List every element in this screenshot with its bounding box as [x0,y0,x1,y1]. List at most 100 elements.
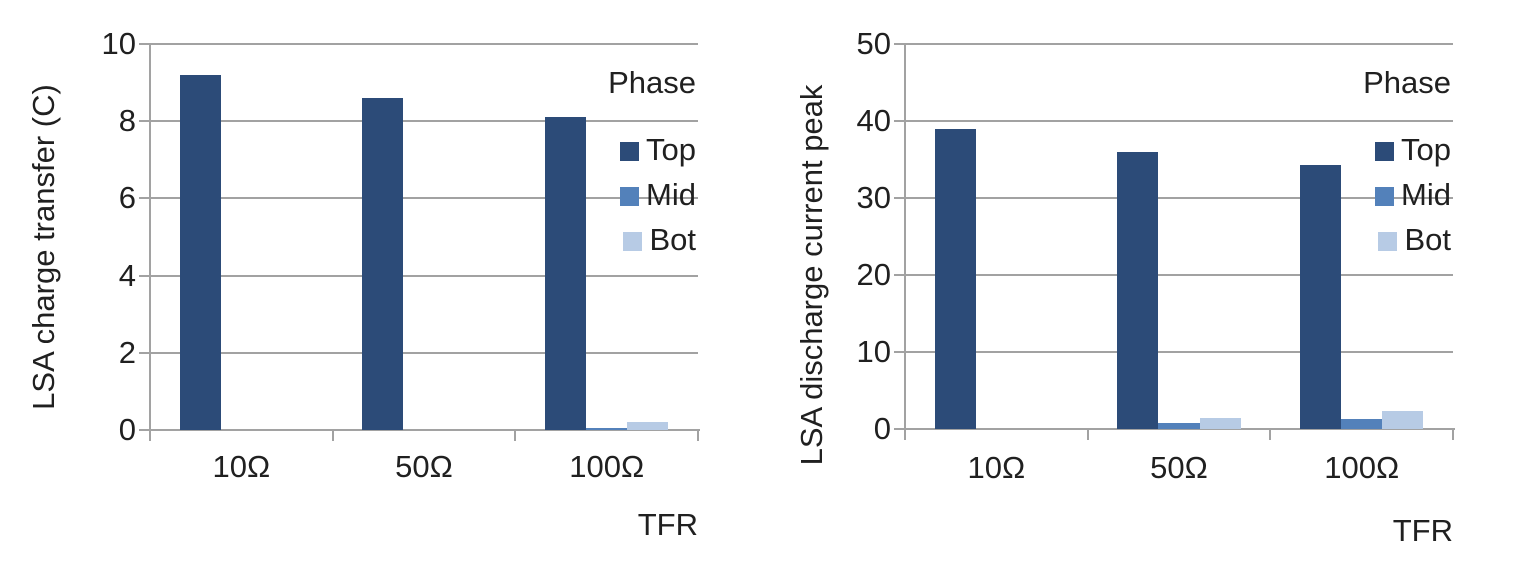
legend-swatch-top [620,141,640,161]
gridline-y-4 [150,275,698,277]
bar-bot-2 [627,422,669,430]
x-axis-line [149,429,700,431]
bar-mid-1 [1158,422,1200,429]
bar-top-2 [545,117,587,430]
legend-label-mid: Mid [646,177,696,212]
category-axis-labels: 10Ω 50Ω 100Ω [905,450,1453,486]
legend-swatch-top [1375,141,1395,161]
y-tick-mark-20 [894,274,905,276]
bar-bot-1 [1199,418,1241,429]
y-tick-label-50: 50 [856,26,891,61]
category-label-0: 10Ω [212,449,271,484]
x-tick-mark-1 [1086,429,1089,440]
y-tick-mark-2 [139,352,150,354]
y-tick-label-30: 30 [856,180,891,215]
category-axis-labels: 10Ω 50Ω 100Ω [150,449,698,485]
x-axis-label: TFR [637,507,698,542]
bar-top-0 [934,128,976,429]
y-tick-label-20: 20 [856,257,891,292]
gridline-y-50 [905,43,1453,45]
legend-label-top: Top [1401,132,1451,167]
y-tick-mark-10 [139,43,150,45]
bar-group-0 [150,44,333,430]
legend-title: Phase [608,65,696,100]
x-tick-mark-3 [1452,429,1454,440]
y-tick-mark-0 [894,428,905,430]
gridline-y-30 [905,197,1453,199]
gridline-y-6 [150,197,698,199]
bar-groups [905,44,1453,429]
bar-top-2 [1300,164,1342,429]
y-tick-label-0: 0 [873,411,891,446]
bar-mid-2 [1341,419,1383,429]
legend: Phase Top Mid Bot [1363,66,1451,257]
legend-swatch-bot [623,231,643,251]
plot-area: Phase Top Mid Bot [894,43,1455,440]
bar-group-2 [515,44,698,430]
bar-top-0 [179,74,221,430]
category-label-2: 100Ω [1324,450,1400,485]
bar-bot-2 [1382,411,1424,429]
gridline-y-2 [150,352,698,354]
y-tick-label-2: 2 [118,335,136,370]
x-axis-label: TFR [1392,513,1453,548]
legend-swatch-mid [620,186,640,206]
bar-mid-2 [586,428,628,430]
y-axis-line [904,44,906,429]
legend-title: Phase [1363,65,1451,100]
y-tick-mark-8 [139,120,150,122]
gridline-y-10 [905,351,1453,353]
y-axis-line [149,44,151,430]
legend-entry-bot: Bot [623,223,696,257]
category-label-2: 100Ω [569,449,645,484]
y-tick-mark-40 [894,120,905,122]
y-tick-label-4: 4 [118,258,136,293]
category-label-1: 50Ω [395,449,453,484]
bar-groups [150,44,698,430]
bar-group-1 [333,44,516,430]
x-tick-mark-1 [331,430,334,441]
x-tick-mark-0 [149,430,151,441]
gridline-y-20 [905,274,1453,276]
plot-area: Phase Top Mid Bot [139,43,700,441]
legend-swatch-bot [1378,231,1398,251]
legend: Phase Top Mid Bot [608,66,696,257]
x-tick-mark-2 [514,430,517,441]
legend-label-bot: Bot [649,222,696,257]
y-tick-mark-4 [139,275,150,277]
x-tick-mark-2 [1269,429,1272,440]
legend-entry-top: Top [1375,133,1451,167]
legend-label-bot: Bot [1404,222,1451,257]
y-tick-label-8: 8 [118,103,136,138]
gridline-y-8 [150,120,698,122]
legend-swatch-mid [1375,186,1395,206]
category-label-1: 50Ω [1150,450,1208,485]
y-tick-label-0: 0 [118,412,136,447]
bar-group-0 [905,44,1088,429]
x-tick-mark-3 [697,430,699,441]
legend-entry-top: Top [620,133,696,167]
y-tick-label-10: 10 [856,334,891,369]
bar-top-1 [1117,151,1159,429]
gridline-y-40 [905,120,1453,122]
x-tick-mark-0 [904,429,906,440]
legend-entry-mid: Mid [620,178,696,212]
category-label-0: 10Ω [967,450,1026,485]
y-tick-mark-0 [139,429,150,431]
y-tick-label-10: 10 [101,26,136,61]
bar-group-2 [1270,44,1453,429]
y-tick-mark-6 [139,197,150,199]
gridline-y-10 [150,43,698,45]
y-tick-label-6: 6 [118,180,136,215]
bar-group-1 [1088,44,1271,429]
legend-entry-mid: Mid [1375,178,1451,212]
x-axis-line [904,428,1455,430]
y-tick-label-40: 40 [856,103,891,138]
bar-top-1 [362,98,404,430]
y-tick-mark-50 [894,43,905,45]
legend-label-mid: Mid [1401,177,1451,212]
y-tick-mark-10 [894,351,905,353]
